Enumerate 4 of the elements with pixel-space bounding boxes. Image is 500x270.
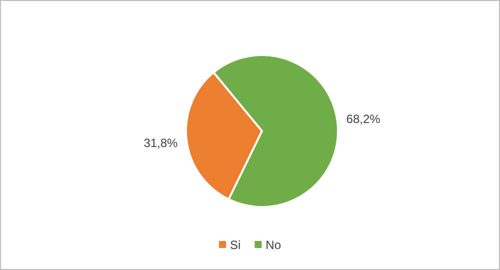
legend-label: No bbox=[266, 238, 282, 252]
legend-label: Si bbox=[230, 238, 241, 252]
data-label: 68,2% bbox=[346, 112, 381, 126]
data-label: 31,8% bbox=[144, 136, 178, 150]
